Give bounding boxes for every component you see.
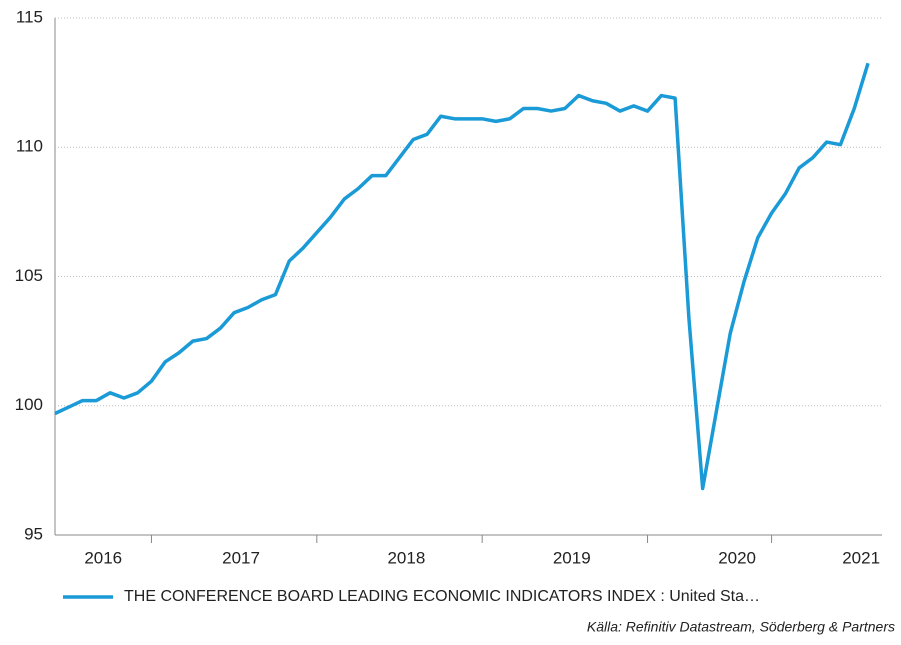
legend-label: THE CONFERENCE BOARD LEADING ECONOMIC IN… (124, 588, 760, 605)
x-tick-label: 2018 (387, 548, 425, 567)
y-tick-label: 100 (15, 395, 43, 414)
source-note: Källa: Refinitiv Datastream, Söderberg &… (587, 619, 895, 635)
x-tick-label: 2017 (222, 548, 260, 567)
y-tick-label: 95 (24, 524, 43, 543)
x-tick-label: 2019 (553, 548, 591, 567)
y-tick-label: 110 (16, 137, 43, 156)
data-line (54, 62, 870, 491)
x-tick-label: 2021 (842, 548, 880, 567)
x-tick-label: 2016 (84, 548, 122, 567)
x-tick-label: 2020 (718, 548, 756, 567)
y-tick-label: 105 (15, 266, 43, 285)
y-tick-label: 115 (16, 7, 43, 26)
